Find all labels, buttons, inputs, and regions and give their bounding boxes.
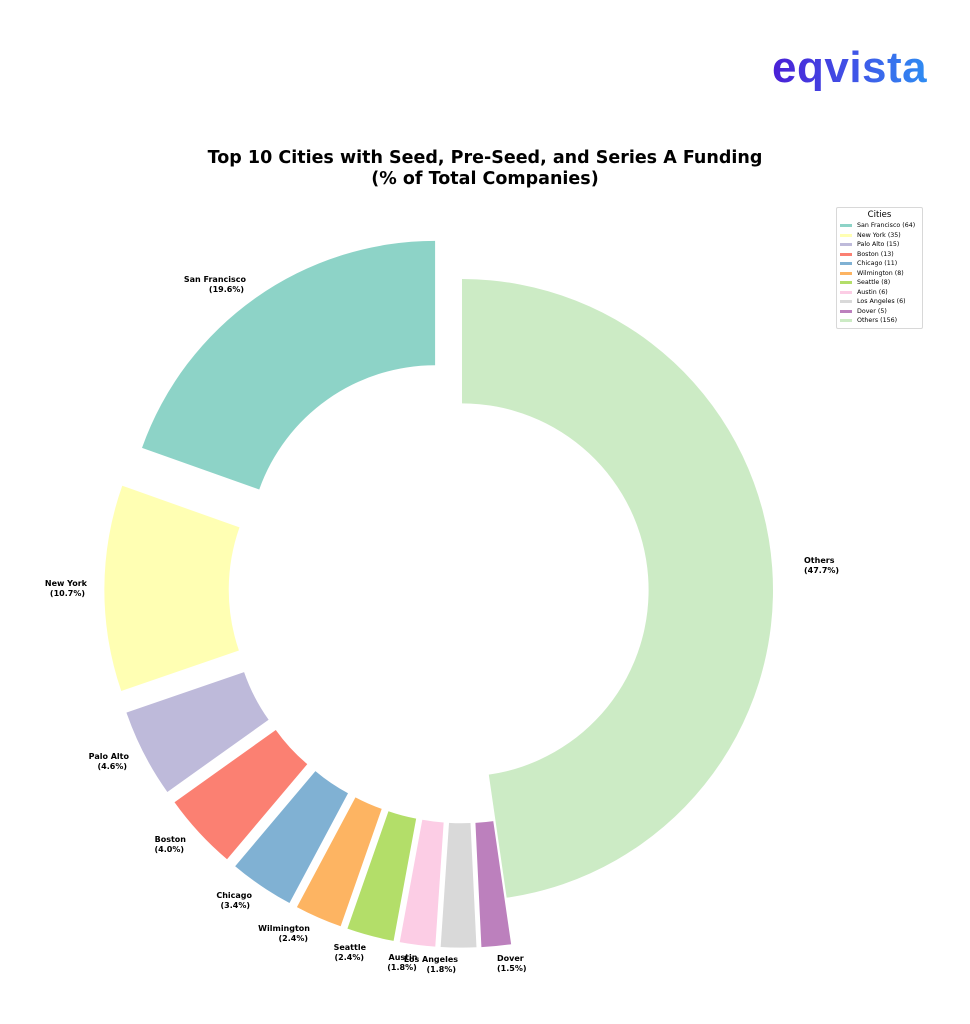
chart-title-line-1: Top 10 Cities with Seed, Pre-Seed, and S… — [207, 148, 763, 168]
wedge-chicago — [235, 771, 349, 904]
legend-item: New York (35) — [840, 231, 919, 241]
legend-item: Dover (5) — [840, 307, 919, 317]
slice-label: Wilmington (2.4%) — [258, 924, 310, 943]
legend-item: Others (156) — [840, 316, 919, 326]
slice-label-pct: (47.7%) — [804, 566, 839, 575]
slice-label-pct: (10.7%) — [50, 589, 85, 598]
legend-swatch — [840, 309, 852, 313]
slice-label-name: New York — [45, 579, 88, 588]
slice-label-pct: (19.6%) — [209, 285, 244, 294]
wedge-seattle — [347, 811, 417, 941]
legend-swatch — [840, 271, 852, 275]
wedge-boston — [174, 729, 308, 860]
legend-label: Seattle (8) — [857, 279, 891, 287]
legend-label: Boston (13) — [857, 250, 894, 258]
legend-item: Seattle (8) — [840, 278, 919, 288]
eqvista-logo: eqvista — [772, 40, 927, 96]
slice-label: Chicago (3.4%) — [216, 891, 252, 910]
chart-title-line-2: (% of Total Companies) — [371, 169, 599, 189]
legend-item: Austin (6) — [840, 288, 919, 298]
legend-label: New York (35) — [857, 231, 901, 239]
legend-label: San Francisco (64) — [857, 222, 916, 230]
legend-item: Boston (13) — [840, 250, 919, 260]
legend-swatch — [840, 243, 852, 247]
slice-label-pct: (3.4%) — [221, 901, 251, 910]
wedge-dover — [475, 821, 512, 948]
legend-item: Los Angeles (6) — [840, 297, 919, 307]
legend-item: Chicago (11) — [840, 259, 919, 269]
slice-label-pct: (2.4%) — [335, 953, 365, 962]
chart-legend: Cities San Francisco (64) New York (35) Pa… — [836, 207, 923, 329]
legend-swatch — [840, 224, 852, 228]
legend-swatch — [840, 252, 852, 256]
legend-label: Palo Alto (15) — [857, 241, 900, 249]
slice-label: New York (10.7%) — [45, 579, 88, 598]
slice-label-name: Dover — [497, 954, 524, 963]
slice-label-name: Chicago — [216, 891, 252, 900]
slice-label-name: Others — [804, 556, 835, 565]
wedge-austin — [399, 819, 444, 947]
legend-swatch — [840, 290, 852, 294]
legend-item: Wilmington (8) — [840, 269, 919, 279]
legend-swatch — [840, 233, 852, 237]
legend-swatch — [840, 319, 852, 323]
legend-label: Austin (6) — [857, 288, 888, 296]
slice-label-pct: (4.6%) — [98, 762, 128, 771]
slice-label: Seattle (2.4%) — [334, 943, 367, 962]
slice-label: Dover (1.5%) — [497, 954, 527, 973]
wedge-palo-alto — [126, 672, 269, 792]
slice-label-pct: (1.5%) — [497, 964, 527, 973]
legend-item: Palo Alto (15) — [840, 240, 919, 250]
slice-label-pct: (1.8%) — [387, 963, 417, 972]
legend-items: San Francisco (64) New York (35) Palo Alto… — [840, 221, 919, 326]
legend-label: Others (156) — [857, 317, 898, 325]
slice-label-name: Los Angeles — [404, 955, 458, 964]
slice-label-pct: (1.8%) — [427, 965, 457, 974]
wedge-los-angeles — [440, 822, 477, 948]
legend-title: Cities — [867, 210, 892, 220]
legend-swatch — [840, 281, 852, 285]
wedge-wilmington — [296, 797, 382, 927]
slice-label-name: San Francisco — [184, 275, 247, 284]
wedge-others — [462, 279, 773, 898]
legend-label: Wilmington (8) — [857, 269, 904, 277]
slice-label: Los Angeles (1.8%) — [404, 955, 458, 974]
slice-label: Palo Alto (4.6%) — [89, 752, 130, 771]
legend-swatch — [840, 262, 852, 266]
slice-label-name: Wilmington — [258, 924, 310, 933]
chart-title: Top 10 Cities with Seed, Pre-Seed, and S… — [0, 148, 970, 190]
legend-label: Chicago (11) — [857, 260, 898, 268]
legend-swatch — [840, 300, 852, 304]
slice-label: Austin (1.8%) — [387, 953, 418, 972]
slice-label-name: Palo Alto — [89, 752, 130, 761]
slice-label-name: Austin — [389, 953, 418, 962]
slice-label-pct: (4.0%) — [155, 845, 185, 854]
slice-label: Boston (4.0%) — [155, 835, 187, 854]
slice-label-pct: (2.4%) — [279, 934, 309, 943]
wedge-san-francisco — [142, 240, 436, 490]
legend-label: Los Angeles (6) — [857, 298, 906, 306]
slice-label-name: Boston — [155, 835, 187, 844]
slice-label: San Francisco (19.6%) — [184, 275, 247, 294]
slice-label: Others (47.7%) — [804, 556, 839, 575]
wedge-new-york — [104, 485, 240, 691]
legend-item: San Francisco (64) — [840, 221, 919, 231]
slice-label-name: Seattle — [334, 943, 367, 952]
legend-label: Dover (5) — [857, 307, 887, 315]
